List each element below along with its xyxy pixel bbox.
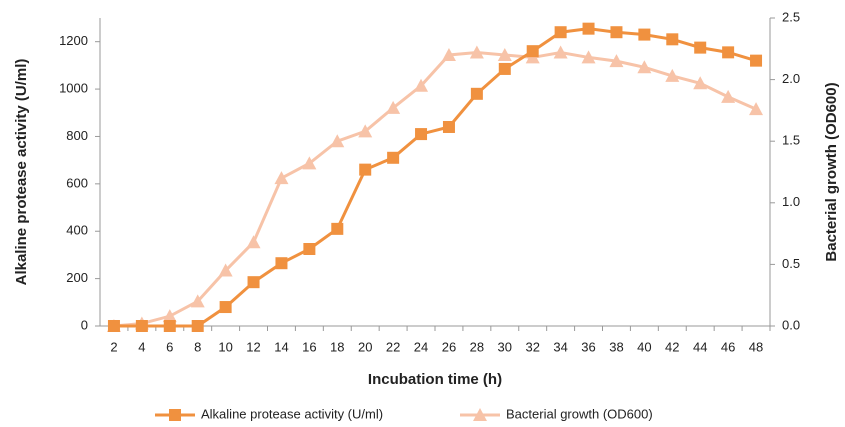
x-tick-label: 10	[218, 339, 232, 354]
marker	[553, 45, 568, 59]
y2-tick-label: 1.0	[782, 194, 800, 209]
marker	[330, 134, 345, 148]
y2-tick-label: 2.5	[782, 9, 800, 24]
y2-axis-title: Bacterial growth (OD600)	[823, 82, 840, 261]
legend-marker	[473, 408, 487, 421]
marker	[107, 320, 120, 332]
marker	[693, 76, 708, 90]
x-tick-label: 40	[637, 339, 651, 354]
x-tick-label: 16	[302, 339, 316, 354]
legend-label: Alkaline protease activity (U/ml)	[201, 406, 383, 421]
marker	[163, 320, 176, 332]
marker	[610, 26, 623, 39]
x-tick-label: 28	[470, 339, 484, 354]
x-tick-label: 20	[358, 339, 372, 354]
y-axis-title: Alkaline protease activity (U/ml)	[13, 59, 30, 286]
marker	[750, 54, 763, 67]
marker	[135, 320, 148, 332]
x-tick-label: 8	[194, 339, 201, 354]
y-tick-label: 200	[66, 270, 88, 285]
x-tick-label: 46	[721, 339, 735, 354]
marker	[497, 47, 512, 61]
marker	[442, 120, 455, 133]
marker	[665, 68, 680, 82]
x-tick-label: 38	[609, 339, 623, 354]
marker	[275, 257, 288, 270]
y-tick-label: 1200	[59, 33, 88, 48]
marker	[246, 235, 261, 249]
x-tick-label: 18	[330, 339, 344, 354]
y-tick-label: 400	[66, 223, 88, 238]
marker	[162, 309, 177, 323]
marker	[415, 128, 428, 141]
marker	[470, 87, 483, 100]
marker	[190, 294, 205, 308]
x-tick-label: 24	[414, 339, 428, 354]
x-tick-label: 36	[581, 339, 595, 354]
y-tick-label: 800	[66, 128, 88, 143]
marker	[387, 151, 400, 164]
marker	[359, 163, 372, 176]
marker	[638, 28, 651, 41]
x-tick-label: 34	[553, 339, 567, 354]
marker	[274, 171, 289, 185]
marker	[637, 60, 652, 74]
marker	[302, 156, 317, 170]
x-tick-label: 26	[442, 339, 456, 354]
y2-tick-label: 0.5	[782, 256, 800, 271]
marker	[694, 41, 707, 54]
x-tick-label: 22	[386, 339, 400, 354]
marker	[191, 320, 204, 332]
x-tick-label: 32	[525, 339, 539, 354]
series-line	[113, 50, 757, 328]
marker	[582, 22, 595, 35]
legend-marker	[169, 409, 181, 421]
marker	[609, 54, 624, 68]
marker	[498, 62, 511, 75]
x-tick-label: 12	[246, 339, 260, 354]
x-tick-label: 4	[138, 339, 145, 354]
y2-tick-label: 1.5	[782, 133, 800, 148]
marker	[386, 100, 401, 114]
marker	[303, 243, 316, 255]
marker	[666, 33, 679, 46]
x-tick-label: 42	[665, 339, 679, 354]
marker	[722, 46, 735, 59]
marker	[218, 263, 233, 277]
marker	[331, 222, 344, 235]
x-tick-label: 6	[166, 339, 173, 354]
y-tick-label: 600	[66, 175, 88, 190]
x-tick-label: 44	[693, 339, 707, 354]
marker	[469, 45, 484, 59]
y2-tick-label: 0.0	[782, 317, 800, 332]
y-tick-label: 1000	[59, 81, 88, 96]
x-tick-label: 30	[498, 339, 512, 354]
marker	[358, 124, 373, 138]
marker	[441, 47, 456, 61]
marker	[721, 89, 736, 103]
marker	[554, 26, 567, 39]
y-tick-label: 0	[81, 317, 88, 332]
legend-label: Bacterial growth (OD600)	[506, 406, 653, 421]
y2-tick-label: 2.0	[782, 71, 800, 86]
x-tick-label: 14	[274, 339, 288, 354]
marker	[247, 276, 260, 289]
marker	[581, 50, 596, 64]
marker	[749, 102, 764, 116]
marker	[526, 45, 539, 58]
x-tick-label: 2	[110, 339, 117, 354]
marker	[414, 78, 429, 92]
marker	[219, 301, 232, 314]
x-axis-title: Incubation time (h)	[368, 371, 502, 388]
x-tick-label: 48	[749, 339, 763, 354]
